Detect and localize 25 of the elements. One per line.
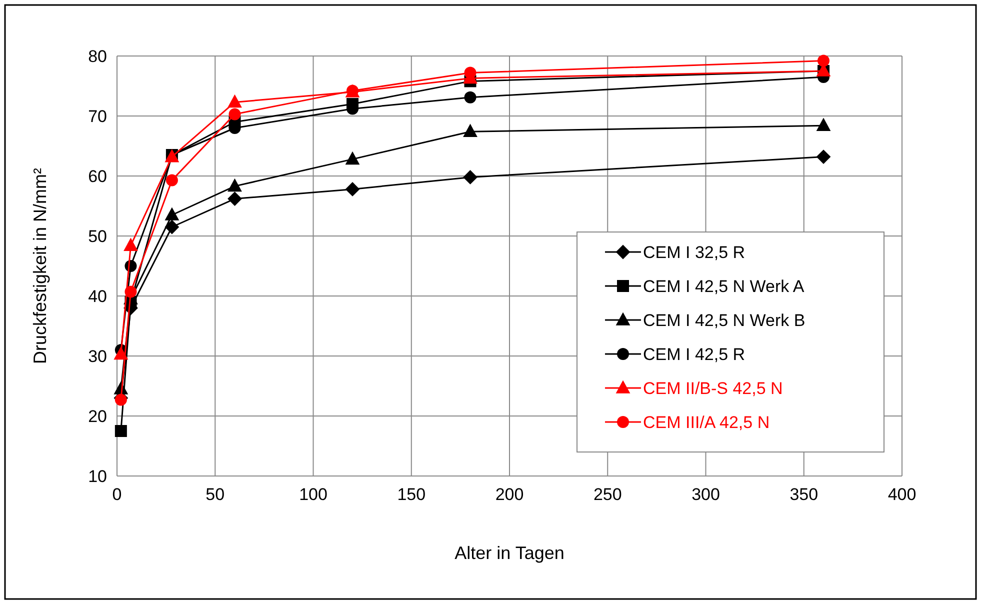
x-tick-label: 200 <box>495 485 524 504</box>
y-tick-label: 70 <box>88 107 107 126</box>
x-tick-label: 50 <box>206 485 225 504</box>
x-axis-title: Alter in Tagen <box>454 543 564 563</box>
y-axis-title: Druckfestigkeit in N/mm² <box>30 168 50 364</box>
x-tick-label: 100 <box>299 485 328 504</box>
x-tick-label: 300 <box>692 485 720 504</box>
legend-label: CEM III/A 42,5 N <box>643 413 770 432</box>
x-tick-label: 400 <box>888 485 916 504</box>
y-tick-label: 80 <box>88 47 107 66</box>
y-tick-label: 50 <box>88 227 107 246</box>
x-tick-label: 150 <box>397 485 426 504</box>
legend-label: CEM I 42,5 N Werk B <box>643 311 806 330</box>
y-tick-label: 10 <box>88 467 107 486</box>
legend-label: CEM I 32,5 R <box>643 243 746 262</box>
y-tick-label: 40 <box>88 287 107 306</box>
x-tick-label: 350 <box>790 485 818 504</box>
legend-label: CEM I 42,5 N Werk A <box>643 277 805 296</box>
y-tick-label: 60 <box>88 167 107 186</box>
legend-label: CEM II/B-S 42,5 N <box>643 379 783 398</box>
x-tick-label: 0 <box>112 485 122 504</box>
y-tick-label: 30 <box>88 347 107 366</box>
legend-label: CEM I 42,5 R <box>643 345 746 364</box>
y-tick-label: 20 <box>88 407 107 426</box>
x-tick-label: 250 <box>593 485 622 504</box>
